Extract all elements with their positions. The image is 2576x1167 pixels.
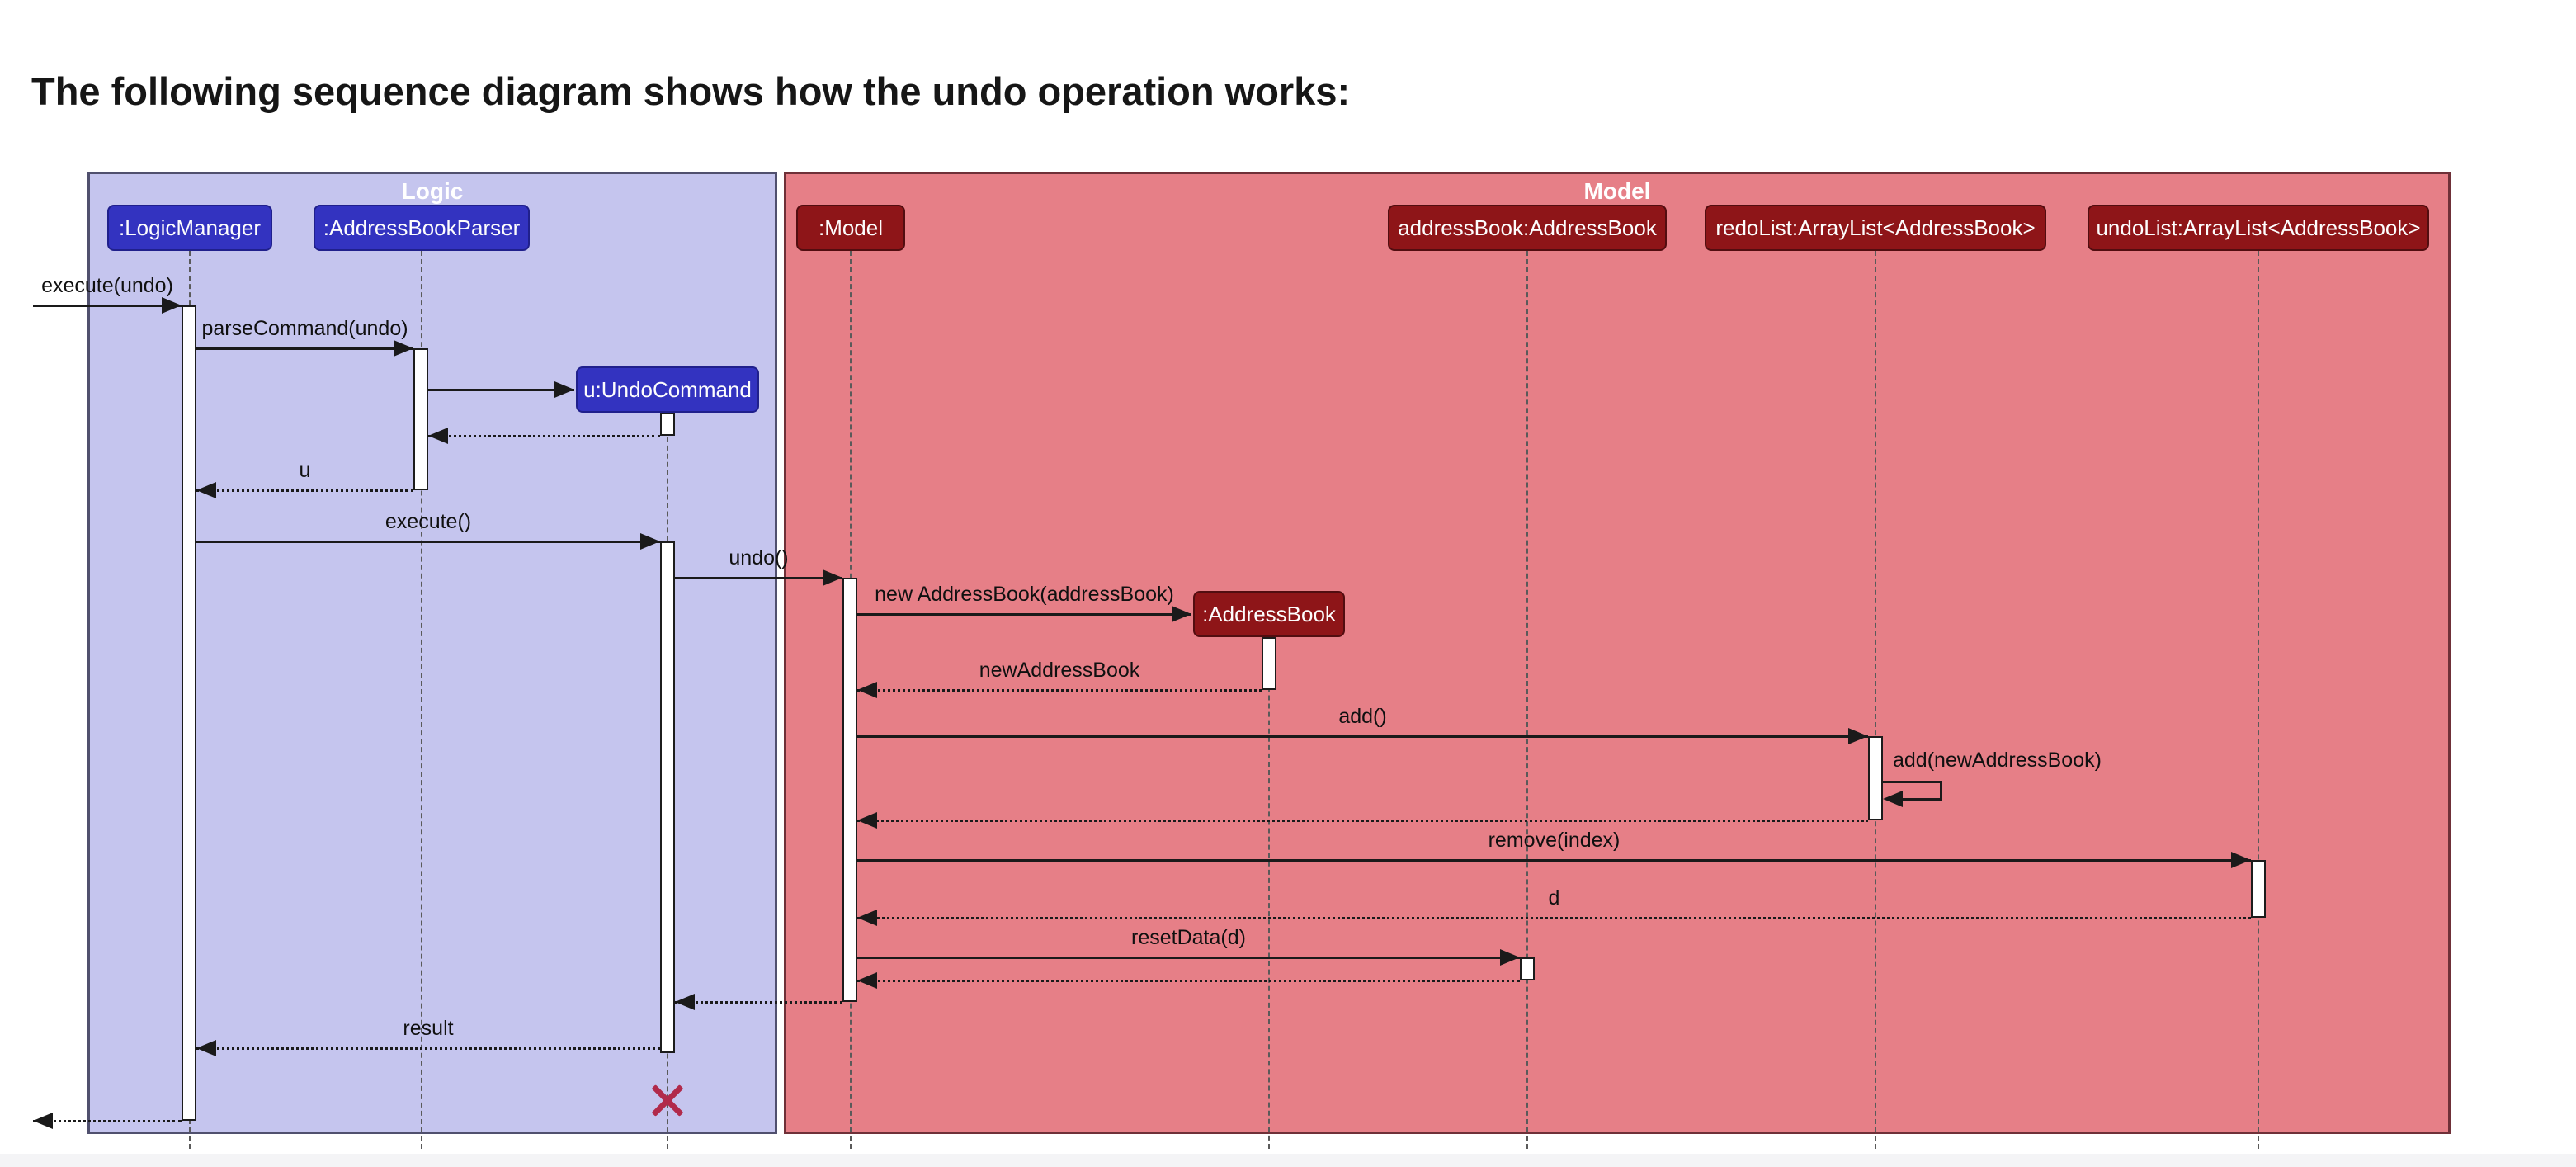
act-new-address-book [1262,637,1276,690]
message-label-return-result: result [403,1017,454,1040]
message-execute-undo [33,305,182,307]
message-label-execute-undo: execute(undo) [41,274,173,297]
message-label-add-new-ab-self: add(newAddressBook) [1893,749,2102,772]
message-return-add-arrowhead [857,812,877,829]
message-parse-command [196,347,413,350]
act-parser [413,348,428,490]
message-label-remove-index: remove(index) [1488,829,1621,852]
message-label-new-address-book: new AddressBook(addressBook) [875,583,1174,606]
message-create-undo-cmd [428,389,574,391]
act-logic-manager [182,305,196,1121]
message-return-created [428,435,660,437]
act-address-book [1520,957,1535,980]
message-label-add: add() [1338,705,1387,728]
message-add [857,735,1868,738]
act-redo-list [1868,736,1883,820]
message-return-result [196,1047,660,1050]
lifeline-undo-list [2258,251,2259,1149]
frame-title-logic: Logic [401,178,464,204]
message-label-undo: undo() [729,546,789,569]
message-new-address-book [857,613,1191,616]
act-undo-command-init [660,413,675,436]
page-bottom-strip [0,1154,2576,1167]
message-label-parse-command: parseCommand(undo) [201,317,408,340]
message-return-final-arrowhead [33,1113,53,1129]
participant-undo-command: u:UndoCommand [576,366,759,413]
message-return-d [857,917,2251,919]
message-return-reset [857,980,1520,982]
participant-address-book-parser: :AddressBookParser [314,205,530,251]
act-model [842,578,857,1002]
message-return-add [857,820,1868,822]
message-create-undo-cmd-arrowhead [554,381,574,398]
page-title: The following sequence diagram shows how… [31,69,1351,114]
message-reset-data-arrowhead [1500,949,1520,966]
message-execute-undo-arrowhead [162,297,182,314]
participant-new-address-book: :AddressBook [1193,591,1345,637]
message-return-u-arrowhead [196,482,216,498]
participant-address-book: addressBook:AddressBook [1388,205,1667,251]
message-label-return-d: d [1548,886,1560,910]
participant-logic-manager: :LogicManager [107,205,272,251]
message-new-address-book-arrowhead [1172,606,1191,622]
message-return-undo [675,1001,842,1004]
message-parse-command-arrowhead [394,340,413,357]
message-return-u [196,489,413,492]
participant-model-obj: :Model [796,205,905,251]
lifeline-new-address-book [1268,637,1270,1149]
message-return-final [33,1120,182,1122]
lifeline-address-book-parser [421,251,422,1149]
message-label-return-u: u [299,459,311,482]
act-undo-list [2251,860,2266,918]
frame-title-model: Model [1583,178,1651,204]
message-reset-data [857,957,1520,959]
message-label-reset-data: resetData(d) [1131,926,1246,949]
message-remove-index [857,859,2251,862]
message-return-d-arrowhead [857,910,877,926]
message-return-result-arrowhead [196,1040,216,1056]
lifeline-redo-list [1875,251,1876,1149]
participant-undo-list: undoList:ArrayList<AddressBook> [2088,205,2429,251]
lifeline-address-book [1526,251,1528,1149]
message-execute [196,541,660,543]
message-undo-arrowhead [823,569,842,586]
message-return-new-ab [857,689,1262,692]
message-label-return-new-ab: newAddressBook [979,659,1140,682]
message-add-arrowhead [1848,728,1868,744]
frame-model: Model [784,172,2451,1134]
message-add-new-ab-self-arrowhead [1883,791,1903,807]
destroy-undo-command [648,1081,687,1121]
message-return-created-arrowhead [428,428,448,444]
message-return-reset-arrowhead [857,972,877,989]
participant-redo-list: redoList:ArrayList<AddressBook> [1705,205,2046,251]
message-remove-index-arrowhead [2231,852,2251,868]
act-undo-command [660,541,675,1053]
message-undo [675,577,842,579]
message-execute-arrowhead [640,533,660,550]
message-add-new-ab-self-back [1899,798,1942,801]
message-label-execute: execute() [385,510,472,533]
message-add-new-ab-self-out [1883,781,1942,783]
message-return-new-ab-arrowhead [857,682,877,698]
message-add-new-ab-self-side [1940,781,1942,798]
message-return-undo-arrowhead [675,994,695,1010]
